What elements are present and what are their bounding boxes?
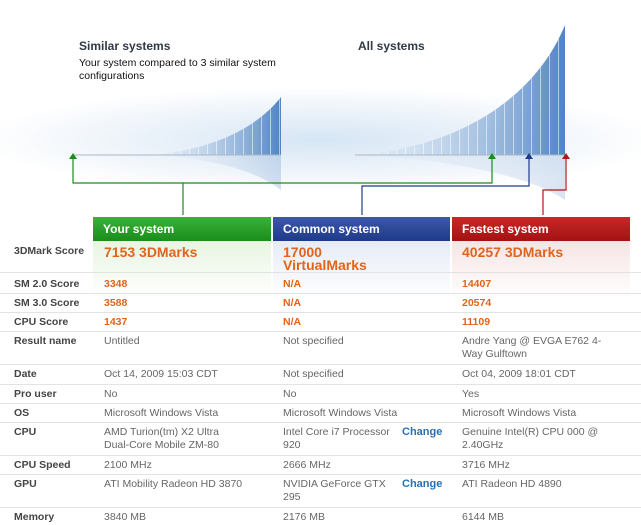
all-systems-curve [355, 25, 565, 200]
common-value: N/A [283, 316, 302, 328]
common-column-tint [273, 241, 450, 299]
similar-systems-curve [150, 97, 281, 190]
common-value: Not specified [283, 335, 344, 347]
your-value: Microsoft Windows Vista [104, 407, 219, 419]
common-value: Intel Core i7 Processor 920 [283, 426, 390, 451]
fastest-value: Genuine Intel(R) CPU 000 @ 2.40GHz [462, 426, 599, 451]
row-label: Memory [14, 511, 55, 523]
your-system-header: Your system [93, 217, 271, 241]
row-label: Date [14, 368, 37, 380]
fastest-value: Oct 04, 2009 18:01 CDT [462, 368, 576, 380]
row-label: Result name [14, 335, 77, 347]
your-value: 3348 [104, 278, 128, 290]
your-value: 7153 3DMarks [104, 244, 198, 260]
common-value: N/A [283, 278, 302, 290]
row-label: OS [14, 407, 30, 419]
common-system-marker [361, 153, 533, 215]
common-system-header: Common system [273, 217, 450, 241]
table-row: SM 3.0 Score 3588 N/A 20574 [0, 293, 641, 313]
table-row: CPU AMD Turion(tm) X2 Ultra Dual-Core Mo… [0, 422, 641, 456]
table-row: GPU ATI Mobility Radeon HD 3870 NVIDIA G… [0, 474, 641, 508]
fastest-value: 11109 [462, 316, 491, 328]
fastest-value: Andre Yang @ EVGA E762 4-Way Gulftown [462, 335, 602, 360]
fastest-system-marker [542, 153, 570, 215]
fastest-column-tint [452, 241, 630, 299]
common-value: Microsoft Windows Vista [283, 407, 398, 419]
your-value: Oct 14, 2009 15:03 CDT [104, 368, 218, 380]
table-row: CPU Score 1437 N/A 11109 [0, 312, 641, 332]
row-label: GPU [14, 478, 37, 490]
table-row: Date Oct 14, 2009 15:03 CDT Not specifie… [0, 364, 641, 385]
row-label: CPU Speed [14, 459, 71, 471]
row-label: SM 3.0 Score [14, 297, 80, 309]
common-value: No [283, 388, 297, 400]
row-label: CPU Score [14, 316, 69, 328]
column-headers: Your system Common system Fastest system [0, 217, 641, 241]
common-value: NVIDIA GeForce GTX 295 [283, 478, 386, 503]
fastest-value: Microsoft Windows Vista [462, 407, 577, 419]
fastest-value: Yes [462, 388, 480, 400]
your-value: ATI Mobility Radeon HD 3870 [104, 478, 243, 490]
common-value: Not specified [283, 368, 344, 380]
common-value: N/A [283, 297, 302, 309]
fastest-value: 14407 [462, 278, 492, 290]
change-gpu-link[interactable]: Change [402, 478, 443, 490]
your-value: No [104, 388, 118, 400]
table-row: OS Microsoft Windows Vista Microsoft Win… [0, 403, 641, 423]
distribution-curves [69, 25, 570, 215]
your-system-marker [69, 153, 496, 215]
table-row: Pro user No No Yes [0, 384, 641, 404]
row-label: Pro user [14, 388, 57, 400]
table-row: Result name Untitled Not specified Andre… [0, 331, 641, 365]
row-label: SM 2.0 Score [14, 278, 80, 290]
common-value: 17000 VirtualMarks [283, 244, 367, 273]
similar-systems-title: Similar systems [79, 39, 171, 53]
table-row: SM 2.0 Score 3348 N/A 14407 [0, 274, 641, 294]
fastest-value: 3716 MHz [462, 459, 510, 471]
your-value: Untitled [104, 335, 140, 347]
common-value: 2176 MB [283, 511, 326, 523]
similar-systems-description: Your system compared to 3 similar system… [79, 57, 276, 82]
your-value: 2100 MHz [104, 459, 152, 471]
change-cpu-link[interactable]: Change [402, 426, 443, 438]
table-row: 3DMark Score 7153 3DMarks 17000 VirtualM… [0, 241, 641, 273]
row-label: 3DMark Score [14, 245, 85, 257]
fastest-value: 20574 [462, 297, 492, 309]
your-column-tint [93, 241, 271, 299]
your-value: AMD Turion(tm) X2 Ultra Dual-Core Mobile… [104, 426, 219, 451]
fastest-system-header: Fastest system [452, 217, 630, 241]
your-value: 3588 [104, 297, 128, 309]
table-row: Memory 3840 MB 2176 MB 6144 MB [0, 507, 641, 525]
fastest-value: 40257 3DMarks [462, 244, 564, 260]
comparison-graphic: Similar systems Your system compared to … [0, 0, 641, 215]
row-label: CPU [14, 426, 37, 438]
common-value: 2666 MHz [283, 459, 331, 471]
all-systems-title: All systems [358, 39, 425, 53]
fastest-value: ATI Radeon HD 4890 [462, 478, 562, 490]
your-value: 3840 MB [104, 511, 147, 523]
table-row: CPU Speed 2100 MHz 2666 MHz 3716 MHz [0, 455, 641, 475]
your-value: 1437 [104, 316, 128, 328]
fastest-value: 6144 MB [462, 511, 505, 523]
